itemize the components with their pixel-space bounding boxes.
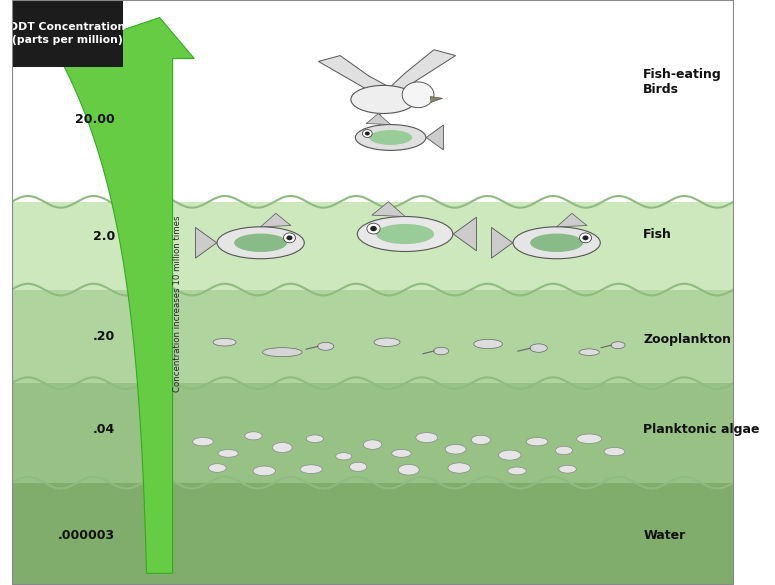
Ellipse shape: [513, 227, 601, 259]
Ellipse shape: [195, 438, 211, 446]
Ellipse shape: [506, 466, 528, 476]
Ellipse shape: [579, 349, 599, 356]
Polygon shape: [319, 56, 391, 95]
Text: Fish-eating
Birds: Fish-eating Birds: [643, 68, 722, 96]
Ellipse shape: [374, 338, 400, 346]
Ellipse shape: [530, 233, 584, 252]
Text: .000003: .000003: [57, 529, 115, 542]
Polygon shape: [260, 214, 291, 227]
Text: Concentration increases 10 million times: Concentration increases 10 million times: [173, 216, 182, 393]
Polygon shape: [391, 50, 456, 92]
Bar: [12, 290, 734, 383]
Ellipse shape: [418, 434, 435, 441]
Bar: [12, 483, 734, 585]
Circle shape: [370, 226, 377, 231]
Ellipse shape: [346, 462, 370, 472]
Ellipse shape: [217, 227, 305, 259]
Bar: [12, 0, 123, 202]
Ellipse shape: [556, 447, 573, 454]
Ellipse shape: [244, 431, 264, 441]
Circle shape: [365, 132, 370, 136]
Text: 2.0: 2.0: [92, 230, 115, 243]
Circle shape: [287, 235, 292, 240]
Ellipse shape: [447, 462, 471, 474]
Text: Planktonic algae: Planktonic algae: [643, 424, 760, 436]
Ellipse shape: [318, 342, 334, 350]
Ellipse shape: [369, 130, 412, 145]
Ellipse shape: [474, 339, 502, 349]
Circle shape: [402, 82, 434, 108]
Text: DDT Concentration
(parts per million): DDT Concentration (parts per million): [9, 22, 126, 45]
Text: 20.00: 20.00: [75, 113, 115, 126]
Circle shape: [583, 235, 588, 240]
Ellipse shape: [400, 466, 417, 473]
Ellipse shape: [357, 216, 453, 252]
Ellipse shape: [578, 433, 601, 444]
Ellipse shape: [604, 446, 625, 457]
Circle shape: [284, 233, 295, 243]
Text: Fish: Fish: [643, 228, 672, 240]
Ellipse shape: [351, 85, 416, 113]
Ellipse shape: [469, 435, 493, 445]
Ellipse shape: [378, 113, 381, 128]
Bar: [12, 0, 123, 67]
Ellipse shape: [263, 347, 302, 357]
Bar: [12, 202, 734, 290]
Ellipse shape: [448, 446, 463, 453]
Ellipse shape: [356, 125, 426, 150]
Polygon shape: [38, 18, 195, 573]
Bar: [12, 383, 734, 483]
Ellipse shape: [303, 434, 326, 443]
Ellipse shape: [529, 439, 546, 445]
Bar: [123, 0, 185, 202]
Text: Water: Water: [643, 529, 686, 542]
Polygon shape: [491, 228, 513, 258]
Ellipse shape: [376, 224, 434, 244]
Ellipse shape: [390, 449, 413, 458]
Polygon shape: [366, 113, 391, 125]
Polygon shape: [195, 228, 217, 258]
Text: .20: .20: [92, 330, 115, 343]
Ellipse shape: [252, 465, 277, 477]
Polygon shape: [372, 202, 405, 216]
Ellipse shape: [433, 347, 449, 355]
Ellipse shape: [220, 450, 236, 457]
Ellipse shape: [558, 466, 577, 473]
Bar: [12, 0, 185, 202]
Ellipse shape: [213, 339, 236, 346]
Ellipse shape: [360, 439, 384, 450]
Ellipse shape: [302, 466, 321, 473]
Bar: [185, 0, 734, 202]
Circle shape: [580, 233, 591, 243]
Polygon shape: [426, 125, 443, 150]
Polygon shape: [556, 214, 587, 227]
Polygon shape: [430, 97, 443, 102]
Ellipse shape: [234, 233, 288, 252]
Ellipse shape: [332, 451, 355, 462]
Text: .04: .04: [92, 424, 115, 436]
Ellipse shape: [271, 442, 293, 453]
Ellipse shape: [611, 342, 625, 349]
Polygon shape: [453, 217, 477, 251]
Circle shape: [367, 223, 381, 234]
Ellipse shape: [530, 344, 547, 352]
Ellipse shape: [208, 463, 227, 473]
Text: Zooplankton: Zooplankton: [643, 333, 732, 346]
Ellipse shape: [500, 451, 519, 459]
Circle shape: [363, 129, 372, 137]
